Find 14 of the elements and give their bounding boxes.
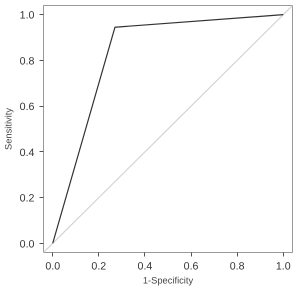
y-tick-label: 0.6 bbox=[20, 101, 35, 114]
x-tick-label: 1.0 bbox=[276, 260, 291, 272]
y-tick-label: 0.0 bbox=[20, 238, 35, 250]
x-tick-label: 0.8 bbox=[230, 260, 245, 272]
y-tick-label: 1.0 bbox=[20, 10, 35, 22]
y-tick-label: 0.2 bbox=[20, 192, 35, 205]
x-axis-title: 1-Specificity bbox=[142, 276, 194, 286]
x-tick-label: 0.4 bbox=[138, 260, 152, 272]
y-tick-label: 0.8 bbox=[20, 55, 35, 68]
x-tick-label: 0.2 bbox=[91, 260, 106, 272]
x-tick-label: 0.0 bbox=[45, 260, 60, 272]
x-tick-label: 0.6 bbox=[184, 260, 199, 272]
y-tick-label: 0.4 bbox=[20, 146, 35, 159]
y-axis-title: Sensitivity bbox=[4, 108, 14, 150]
